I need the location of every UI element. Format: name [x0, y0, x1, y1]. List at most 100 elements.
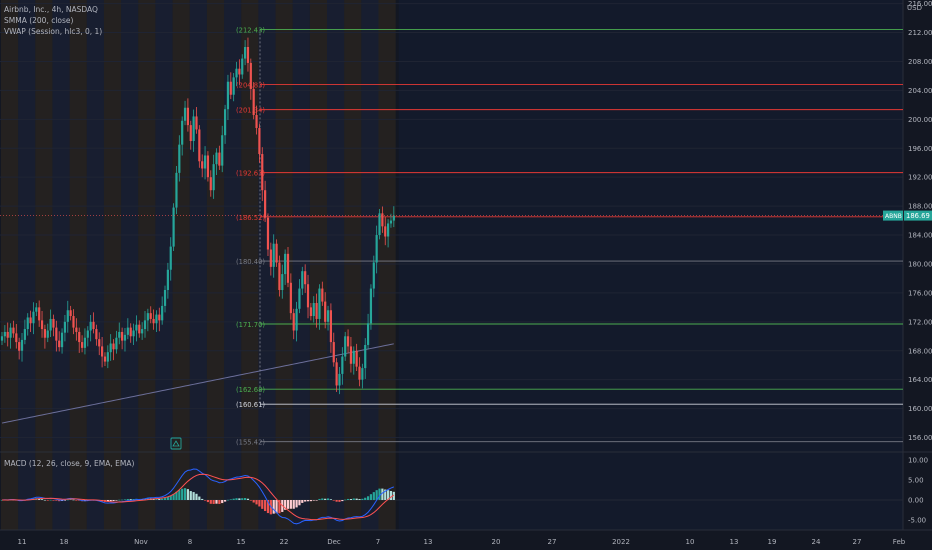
- smma-legend[interactable]: SMMA (200, close): [4, 16, 74, 25]
- candle: [3, 325, 6, 343]
- candle-body: [152, 318, 155, 324]
- candle: [43, 324, 46, 349]
- candle-body: [95, 329, 98, 340]
- candle-body: [9, 327, 12, 338]
- candle-body: [40, 320, 44, 330]
- candle: [143, 310, 147, 338]
- candle: [223, 104, 227, 144]
- macd-histogram-bar: [58, 500, 61, 502]
- candle-body: [143, 320, 147, 330]
- candle: [355, 343, 358, 372]
- candle-body: [172, 207, 175, 247]
- macd-histogram-bar: [46, 500, 49, 501]
- candle-body: [58, 340, 61, 348]
- candle-body: [209, 177, 212, 191]
- candle-body: [20, 339, 24, 351]
- macd-histogram-bar: [266, 500, 270, 514]
- macd-histogram-bar: [364, 497, 367, 500]
- time-tick-label: 18: [60, 538, 69, 546]
- candle-body: [138, 324, 141, 334]
- candle: [318, 284, 321, 330]
- candle: [232, 73, 235, 102]
- candle-body: [166, 269, 169, 291]
- session-band: [155, 0, 173, 530]
- candle: [135, 315, 138, 342]
- candle: [55, 320, 58, 352]
- candle-body: [344, 336, 347, 357]
- candle-body: [326, 310, 330, 322]
- level-label: (171.70): [236, 321, 265, 329]
- time-tick-label: Nov: [134, 538, 148, 546]
- candle: [18, 337, 21, 360]
- candle-body: [369, 288, 373, 324]
- candle: [226, 74, 230, 121]
- candle: [304, 264, 307, 293]
- macd-histogram-bar: [258, 500, 261, 507]
- macd-legend[interactable]: MACD (12, 26, close, 9, EMA, EMA): [4, 459, 135, 468]
- macd-histogram-bar: [38, 498, 41, 500]
- smma-line: [1, 343, 394, 424]
- macd-histogram-bar: [304, 500, 307, 502]
- candle-body: [3, 331, 6, 337]
- candle-body: [269, 249, 272, 267]
- candle-body: [392, 215, 395, 221]
- candle-body: [255, 114, 258, 129]
- candle-body: [35, 307, 38, 312]
- macd-histogram-bar: [309, 500, 312, 502]
- candle-body: [364, 344, 367, 369]
- candle-body: [29, 317, 32, 324]
- macd-histogram-bar: [226, 499, 230, 501]
- candle-body: [281, 274, 284, 291]
- candle: [221, 125, 224, 173]
- time-tick-label: 10: [686, 538, 695, 546]
- macd-histogram-bar: [69, 499, 72, 501]
- candle-body: [26, 317, 29, 330]
- candle: [126, 318, 129, 340]
- candle: [212, 154, 215, 199]
- macd-histogram-bar: [389, 490, 393, 500]
- candle: [306, 274, 310, 319]
- macd-tick-label: 0.00: [908, 497, 924, 505]
- candle-body: [241, 58, 244, 75]
- candle-body: [306, 284, 310, 308]
- macd-histogram-bar: [306, 500, 310, 502]
- candle: [366, 313, 370, 350]
- candle: [178, 135, 181, 182]
- price-tick-label: 160.00: [908, 405, 932, 413]
- price-tick-label: 164.00: [908, 376, 932, 384]
- symbol-title[interactable]: Airbnb, Inc., 4h, NASDAQ: [4, 5, 98, 14]
- candle: [40, 310, 44, 338]
- candle: [281, 264, 284, 299]
- candle-body: [315, 303, 318, 319]
- candle-body: [46, 330, 49, 338]
- candle: [121, 327, 124, 350]
- symbol-badge-label: ABNB: [885, 213, 902, 220]
- candle: [389, 213, 393, 228]
- macd-histogram-bar: [172, 493, 175, 500]
- session-band: [121, 0, 139, 530]
- macd-histogram-bar: [286, 500, 290, 509]
- macd-histogram-bar: [63, 500, 67, 501]
- candle-body: [75, 327, 78, 332]
- candle: [60, 328, 64, 354]
- candle-body: [132, 330, 135, 337]
- vwap-legend[interactable]: VWAP (Session, hlc3, 0, 1): [4, 27, 103, 36]
- candle-body: [332, 342, 335, 363]
- macd-histogram-bar: [166, 497, 169, 500]
- macd-histogram-bar: [295, 500, 298, 508]
- candle-body: [129, 327, 132, 337]
- candle-body: [195, 116, 198, 130]
- candle-body: [361, 368, 364, 380]
- candle-body: [55, 327, 58, 341]
- candle: [26, 313, 29, 336]
- candle: [261, 147, 264, 202]
- candle: [266, 213, 270, 257]
- candle: [9, 323, 12, 349]
- candle-body: [232, 77, 235, 95]
- price-tick-label: 196.00: [908, 145, 932, 153]
- price-badge: ABNB 186.69: [883, 210, 932, 221]
- candle-body: [264, 190, 267, 218]
- macd-histogram-bar: [189, 491, 192, 500]
- candle: [235, 61, 238, 87]
